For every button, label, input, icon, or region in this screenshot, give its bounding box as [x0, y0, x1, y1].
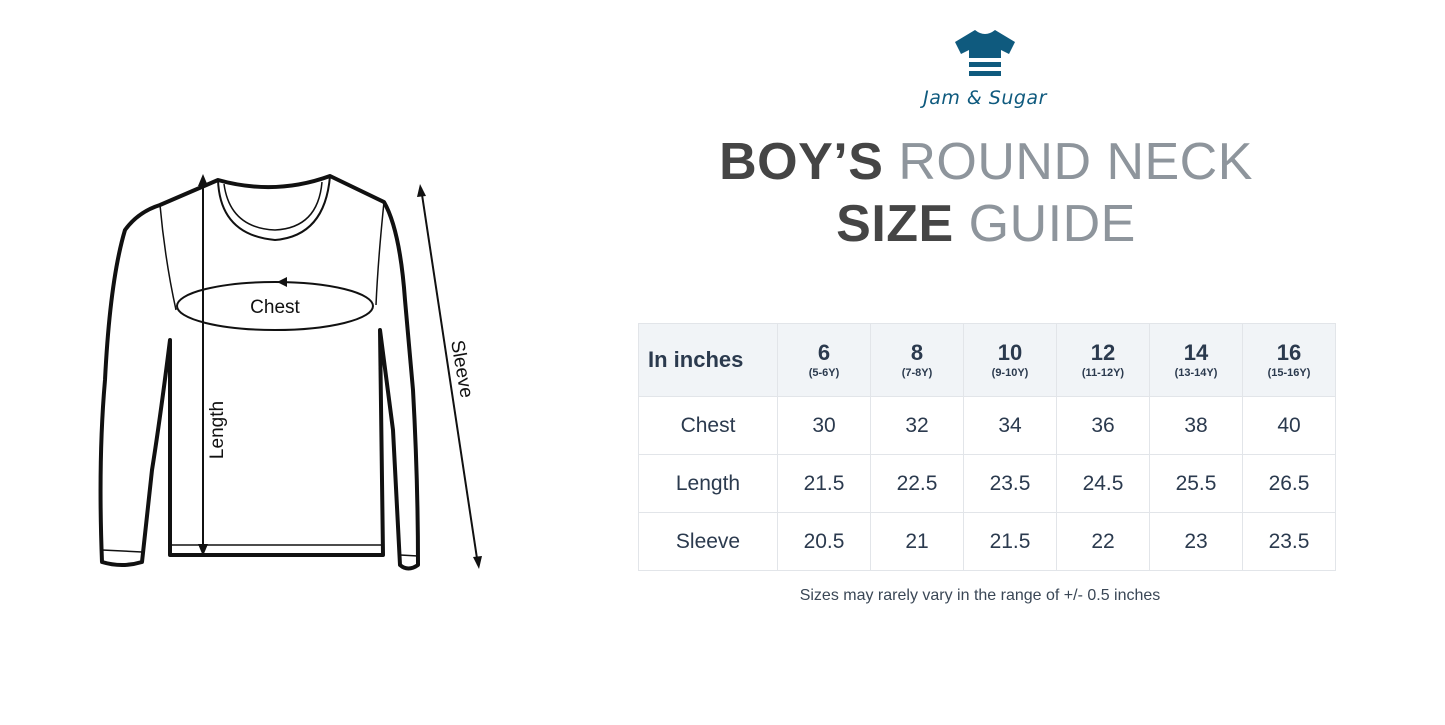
length-arrow-down-icon — [198, 544, 208, 556]
table-cell: 21.5 — [963, 512, 1057, 571]
size-header: 8 (7-8Y) — [870, 323, 964, 397]
table-cell: 21.5 — [777, 454, 871, 513]
chest-measure-line — [176, 281, 374, 331]
title-bold: BOY’S — [719, 133, 884, 191]
page-title-line1: BOY’S ROUND NECK — [636, 136, 1336, 188]
table-cell: 22.5 — [870, 454, 964, 513]
table-cell: 34 — [963, 396, 1057, 455]
page-title-line2: SIZE GUIDE — [636, 198, 1336, 250]
table-cell: 20.5 — [777, 512, 871, 571]
table-cell: 25.5 — [1149, 454, 1243, 513]
chest-label: Chest — [250, 297, 300, 318]
shirt-outline — [98, 174, 420, 571]
table-cell: 21 — [870, 512, 964, 571]
length-arrow-up-icon — [198, 174, 208, 186]
size-note: Sizes may rarely vary in the range of +/… — [799, 587, 1161, 604]
title-light: ROUND NECK — [898, 133, 1253, 191]
table-header-row: In inches 6 (5-6Y) 8 (7-8Y) 10 (9-10Y) 12 (1… — [638, 323, 1336, 397]
sleeve-measure-line — [420, 187, 479, 566]
table-cell: 38 — [1149, 396, 1243, 455]
tshirt-icon — [955, 30, 1015, 76]
table-cell: 22 — [1056, 512, 1150, 571]
tshirt-diagram: Chest Length Sleeve — [98, 174, 482, 571]
table-row: Sleeve 20.5 21 21.5 22 23 23.5 — [638, 512, 1336, 571]
size-header: 12 (11-12Y) — [1056, 323, 1150, 397]
table-cell: 23.5 — [963, 454, 1057, 513]
sleeve-arrow-down-icon — [473, 556, 482, 569]
sleeve-arrow-up-icon — [417, 184, 426, 197]
row-label: Sleeve — [638, 512, 778, 571]
table-row: Length 21.5 22.5 23.5 24.5 25.5 26.5 — [638, 454, 1336, 513]
table-cell: 30 — [777, 396, 871, 455]
title-bold: SIZE — [836, 195, 954, 253]
row-label: Chest — [638, 396, 778, 455]
size-header: 10 (9-10Y) — [963, 323, 1057, 397]
brand-name: Jam & Sugar — [923, 87, 1047, 109]
size-header: 6 (5-6Y) — [777, 323, 871, 397]
table-cell: 32 — [870, 396, 964, 455]
table-corner-header: In inches — [638, 323, 778, 397]
size-header: 14 (13-14Y) — [1149, 323, 1243, 397]
table-row: Chest 30 32 34 36 38 40 — [638, 396, 1336, 455]
title-light: GUIDE — [968, 195, 1136, 253]
table-cell: 23.5 — [1242, 512, 1336, 571]
table-cell: 40 — [1242, 396, 1336, 455]
row-label: Length — [638, 454, 778, 513]
table-cell: 36 — [1056, 396, 1150, 455]
chest-arrow-icon — [277, 277, 287, 287]
table-cell: 26.5 — [1242, 454, 1336, 513]
table-cell: 23 — [1149, 512, 1243, 571]
size-header: 16 (15-16Y) — [1242, 323, 1336, 397]
length-label: Length — [207, 401, 228, 459]
brand-logo: Jam & Sugar — [900, 28, 1070, 109]
size-table: In inches 6 (5-6Y) 8 (7-8Y) 10 (9-10Y) 12 (1… — [638, 323, 1336, 571]
table-cell: 24.5 — [1056, 454, 1150, 513]
